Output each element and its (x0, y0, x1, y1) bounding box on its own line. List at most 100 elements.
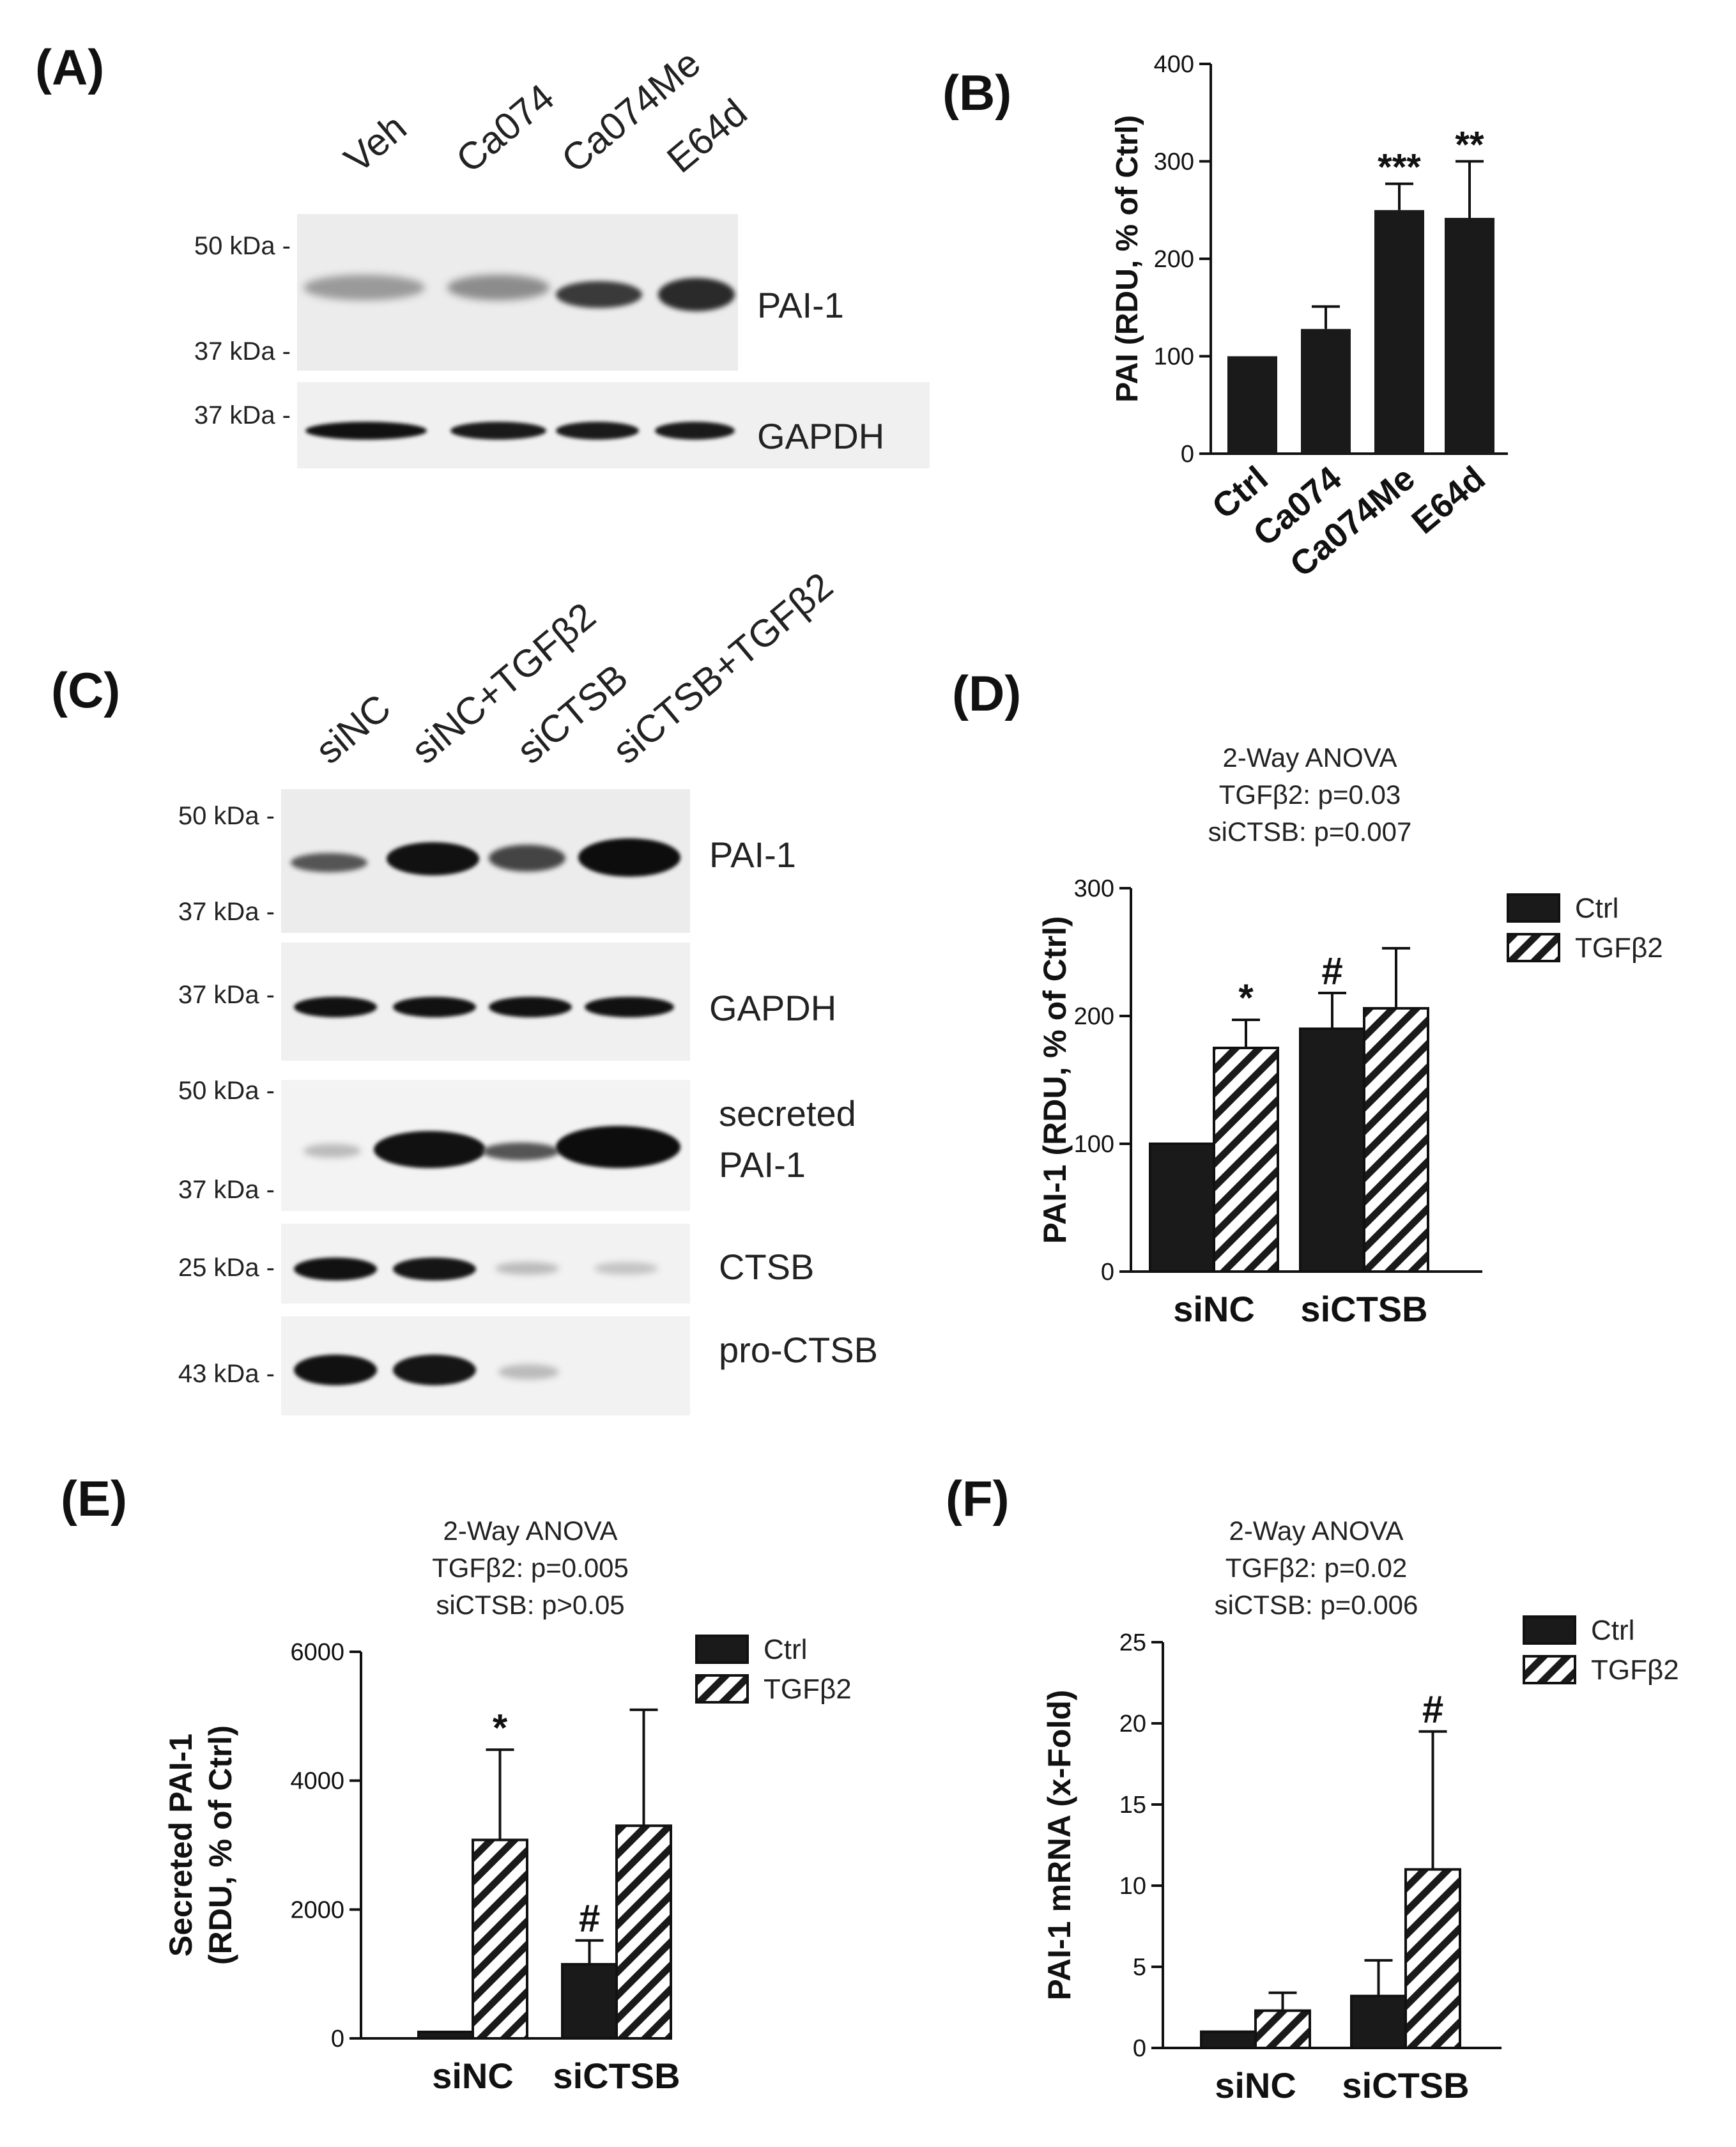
c-protein-label-pai1: PAI-1 (709, 835, 796, 875)
panel-d-legend-label: Ctrl (1575, 893, 1618, 924)
panel-d-anova-annotation: siCTSB: p=0.007 (1208, 817, 1412, 847)
c-protein-label-secreted: secreted (719, 1093, 856, 1134)
c-protein-label-secreted-pai1: PAI-1 (719, 1144, 806, 1185)
panel-f-bar-ctrl (1200, 2030, 1257, 2050)
panel-d-bar-ctrl (1149, 1143, 1215, 1273)
panel-e-x-tick-label: siNC (432, 2056, 514, 2096)
c-ctsb-band-3 (495, 1262, 559, 1275)
panel-d-x-tick-label: siNC (1173, 1289, 1255, 1329)
panel-b-significance: *** (1378, 147, 1421, 189)
panel-b-x-tick-label: E64d (1404, 459, 1492, 541)
panel-e-significance: * (493, 1706, 508, 1749)
panel-b-y-tick-label: 400 (1154, 51, 1194, 78)
panel-e-y-tick-label: 6000 (290, 1639, 344, 1666)
c-secreted-band-2 (374, 1131, 486, 1168)
panel-e-y-axis-label: (RDU, % of Ctrl) (203, 1725, 238, 1965)
panel-d-bar-tgfb2 (1363, 1007, 1429, 1273)
gapdh-band-ca074 (450, 422, 546, 440)
c-gapdh-band-1 (294, 997, 377, 1017)
panel-f-x-tick-label: siNC (1215, 2065, 1296, 2105)
panel-b-y-tick-label: 0 (1181, 441, 1194, 468)
panel-f-y-tick-label: 15 (1119, 1792, 1146, 1819)
c-protein-label-pro-ctsb: pro-CTSB (719, 1330, 878, 1370)
panel-b-y-axis-label: PAI (RDU, % of Ctrl) (1110, 115, 1144, 403)
panel-f-legend-swatch (1523, 1655, 1576, 1684)
panel-e-y-tick-label: 2000 (290, 1897, 344, 1923)
c-gapdh-band-2 (393, 997, 476, 1017)
panel-e-bar-ctrl (417, 2030, 474, 2040)
pai1-band-ca074 (447, 275, 549, 300)
gapdh-band-veh (305, 422, 427, 440)
c-proctsb-band-1 (294, 1355, 377, 1385)
panel-b-bar (1374, 210, 1424, 454)
c-ctsb-band-2 (393, 1258, 476, 1281)
panel-f-y-tick-label: 25 (1119, 1629, 1146, 1656)
c-protein-label-gapdh: GAPDH (709, 988, 837, 1028)
panel-f-y-tick-label: 5 (1133, 1954, 1146, 1981)
panel-e-legend-swatch (695, 1674, 749, 1704)
panel-f-y-tick-label: 20 (1119, 1711, 1146, 1737)
c-ctsb-band-1 (294, 1258, 377, 1281)
c-protein-label-ctsb: CTSB (719, 1247, 815, 1287)
panel-f-bar-tgfb2 (1254, 2009, 1311, 2050)
c-gapdh-band-3 (489, 997, 572, 1017)
pai1-band-ca074me (556, 281, 642, 308)
kda-marker-37-gapdh: 37 kDa - (194, 401, 291, 429)
c-pai1-band-sinc (291, 853, 367, 872)
panel-label-b: (B) (942, 65, 1012, 121)
kda-marker-37: 37 kDa - (194, 337, 291, 366)
panel-f-legend-label: Ctrl (1591, 1615, 1634, 1646)
panel-e-bar-tgfb2 (615, 1824, 672, 2040)
panel-d-y-tick-label: 200 (1074, 1003, 1114, 1030)
panel-e-bar-tgfb2 (472, 1838, 528, 2040)
panel-b-y-tick-label: 300 (1154, 149, 1194, 176)
panel-f-anova-annotation: 2-Way ANOVA (1229, 1516, 1403, 1546)
protein-label-pai1: PAI-1 (757, 285, 844, 325)
panel-f-y-axis-label: PAI-1 mRNA (x-Fold) (1041, 1689, 1077, 2000)
panel-e-y-tick-label: 4000 (290, 1768, 344, 1795)
c-kda-marker-37-secreted: 37 kDa - (178, 1176, 275, 1204)
c-pai1-band-sinc-tgfb2 (387, 842, 479, 875)
c-kda-marker-37-gapdh: 37 kDa - (178, 981, 275, 1009)
c-gapdh-band-4 (585, 997, 674, 1017)
c-pai1-band-sictsb (489, 845, 565, 872)
panel-d-significance: # (1321, 950, 1342, 992)
panel-e-y-tick-label: 0 (331, 2026, 344, 2052)
panel-label-e: (E) (61, 1470, 127, 1527)
panel-e-anova-annotation: siCTSB: p>0.05 (436, 1590, 624, 1620)
panel-d-x-tick-label: siCTSB (1300, 1289, 1427, 1329)
panel-f-bar-ctrl (1350, 1994, 1407, 2049)
panel-f-legend-swatch (1523, 1615, 1576, 1645)
panel-d-y-axis-label: PAI-1 (RDU, % of Ctrl) (1037, 916, 1073, 1244)
c-pai1-band-sictsb-tgfb2 (578, 838, 680, 877)
panel-e-legend-swatch (695, 1635, 749, 1664)
panel-d-bar-tgfb2 (1213, 1047, 1279, 1273)
panel-label-d: (D) (952, 665, 1022, 721)
panel-e-x-tick-label: siCTSB (553, 2056, 680, 2096)
panel-b-significance: ** (1455, 125, 1484, 166)
panel-e-legend-label: Ctrl (764, 1634, 807, 1665)
panel-f-x-tick-label: siCTSB (1342, 2065, 1469, 2105)
c-kda-marker-50-secreted: 50 kDa - (178, 1077, 275, 1105)
panel-f-y-tick-label: 10 (1119, 1873, 1146, 1900)
panel-d-bar-ctrl (1299, 1027, 1365, 1273)
panel-f-y-tick-label: 0 (1133, 2035, 1146, 2062)
panel-e-significance: # (579, 1897, 600, 1940)
kda-marker-50: 50 kDa - (194, 232, 291, 260)
panel-f-anova-annotation: TGFβ2: p=0.02 (1225, 1553, 1407, 1583)
panel-d-y-tick-label: 0 (1101, 1259, 1114, 1286)
panel-b-bar (1227, 356, 1277, 454)
panel-e-anova-annotation: 2-Way ANOVA (443, 1516, 617, 1546)
panel-d-anova-annotation: TGFβ2: p=0.03 (1219, 780, 1401, 810)
panel-f-significance: # (1422, 1688, 1443, 1731)
panel-b-y-tick-label: 100 (1154, 344, 1194, 371)
pai1-band-veh (303, 275, 425, 300)
panel-e-anova-annotation: TGFβ2: p=0.005 (432, 1553, 629, 1583)
pai1-band-e64d (658, 278, 735, 311)
panel-label-a: (A) (35, 39, 105, 95)
gapdh-band-e64d (655, 422, 735, 440)
panel-d-y-tick-label: 300 (1074, 875, 1114, 902)
panel-label-f: (F) (946, 1470, 1010, 1527)
panel-d-anova-annotation: 2-Way ANOVA (1222, 743, 1397, 773)
